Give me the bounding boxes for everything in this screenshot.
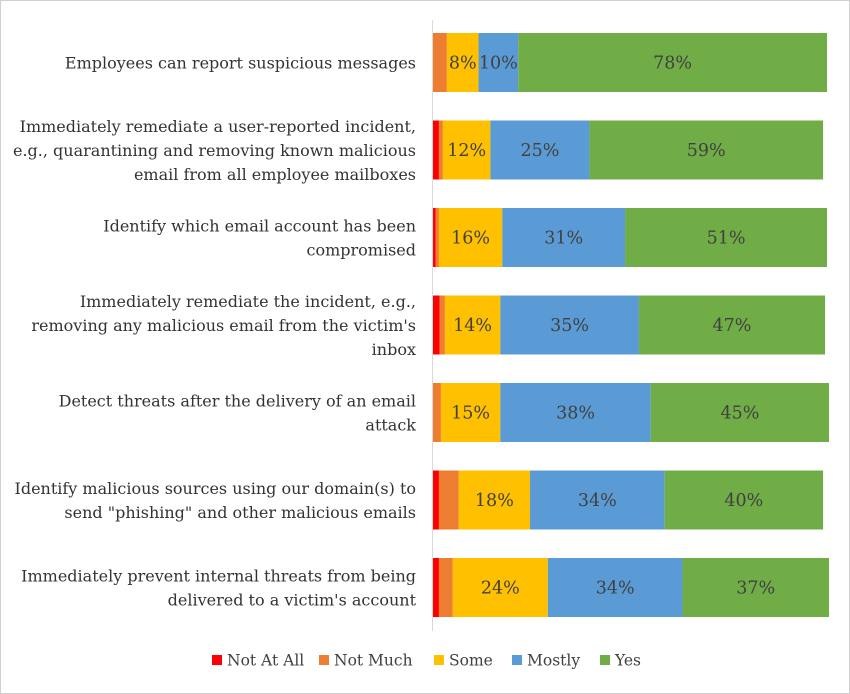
- data-label: 12%: [447, 141, 486, 161]
- bar-segment-not-much: [433, 33, 447, 92]
- bar-segment-yes: [625, 208, 828, 267]
- legend-label: Not Much: [334, 652, 413, 670]
- category-label: Employees can report suspicious messages: [65, 54, 416, 73]
- category-label-line: Identify which email account has been: [103, 217, 416, 236]
- data-label: 78%: [653, 54, 692, 74]
- legend-label: Mostly: [527, 652, 580, 670]
- bar-segment-yes: [518, 33, 828, 92]
- bar-segment-some: [458, 470, 531, 530]
- bar-segment-not-at-all: [433, 120, 439, 180]
- legend-label: Yes: [614, 652, 641, 670]
- legend-swatch: [212, 655, 222, 665]
- category-label-line: Employees can report suspicious messages: [65, 54, 416, 73]
- category-label-line: Immediately prevent internal threats fro…: [21, 567, 416, 586]
- data-label: 47%: [713, 316, 752, 336]
- bar-segment-yes: [638, 295, 826, 355]
- bar-segment-mostly: [502, 208, 626, 267]
- category-label: Detect threats after the delivery of an …: [59, 392, 417, 435]
- bar-segment-not-much: [435, 208, 439, 267]
- bar-segment-mostly: [478, 33, 519, 92]
- data-label: 25%: [520, 141, 559, 161]
- bar-segment-some: [444, 295, 501, 355]
- bar-segment-some: [440, 383, 501, 442]
- bar-segment-some: [438, 208, 503, 267]
- data-label: 38%: [556, 404, 595, 424]
- data-label: 8%: [449, 54, 477, 74]
- data-label: 24%: [481, 579, 520, 599]
- data-label: 51%: [707, 229, 746, 249]
- legend-swatch: [512, 655, 522, 665]
- category-label-line: removing any malicious email from the vi…: [31, 316, 416, 335]
- category-label: Immediately prevent internal threats fro…: [21, 567, 416, 610]
- bar-segment-not-much: [439, 295, 445, 355]
- bar-segment-mostly: [500, 383, 651, 442]
- bar-segment-mostly: [547, 558, 683, 617]
- category-label: Identify which email account has been com…: [103, 217, 416, 260]
- bar-segment-mostly: [500, 295, 639, 355]
- category-label-line: attack: [365, 416, 416, 435]
- bar-segment-not-much: [438, 470, 459, 530]
- bar-segment-yes: [589, 120, 824, 180]
- legend-label: Not At All: [227, 652, 304, 670]
- legend-swatch: [319, 655, 329, 665]
- bar-segment-not-much: [438, 120, 443, 180]
- category-label-line: Immediately remediate the incident, e.g.…: [80, 292, 416, 311]
- bar-segment-yes: [682, 558, 829, 617]
- data-label: 15%: [451, 404, 490, 424]
- data-label: 34%: [578, 491, 617, 511]
- data-label: 16%: [451, 229, 490, 249]
- category-label: Identify malicious sources using our dom…: [15, 479, 417, 522]
- bar-segment-some: [442, 120, 491, 180]
- category-label: Immediately remediate a user-reported in…: [13, 117, 416, 184]
- bar-segment-mostly: [490, 120, 590, 180]
- data-label: 45%: [720, 404, 759, 424]
- category-label-line: Identify malicious sources using our dom…: [15, 479, 417, 498]
- category-label-line: Detect threats after the delivery of an …: [59, 392, 416, 411]
- bar-segment-some: [446, 33, 479, 92]
- category-label-line: delivered to a victim's account: [168, 591, 417, 610]
- data-label: 37%: [736, 579, 775, 599]
- bar-segment-not-at-all: [433, 470, 439, 530]
- legend-swatch: [600, 655, 610, 665]
- bar-segment-not-much: [438, 558, 453, 617]
- legend-label: Some: [449, 652, 493, 670]
- legend-swatch: [434, 655, 444, 665]
- category-label-line: inbox: [372, 340, 416, 359]
- category-label: Immediately remediate the incident, e.g.…: [31, 292, 416, 359]
- data-label: 18%: [475, 491, 514, 511]
- category-label-line: email from all employee mailboxes: [134, 165, 416, 184]
- bar-segment-not-at-all: [433, 295, 440, 355]
- data-label: 14%: [453, 316, 492, 336]
- bar-segment-not-at-all: [433, 208, 436, 267]
- category-label-line: e.g., quarantining and removing known ma…: [13, 141, 416, 160]
- category-label-line: compromised: [307, 241, 417, 260]
- data-label: 35%: [550, 316, 589, 336]
- bar-segment-yes: [664, 470, 824, 530]
- data-label: 59%: [687, 141, 726, 161]
- bar-segment-not-at-all: [433, 558, 439, 617]
- data-label: 34%: [596, 579, 635, 599]
- category-label-line: Immediately remediate a user-reported in…: [20, 117, 416, 136]
- data-label: 40%: [724, 491, 763, 511]
- data-label: 10%: [479, 54, 518, 74]
- bar-segment-some: [452, 558, 548, 617]
- bar-segment-not-much: [433, 383, 441, 442]
- category-label-line: send "phishing" and other malicious emai…: [64, 503, 416, 522]
- bar-segment-yes: [650, 383, 829, 442]
- bar-segment-mostly: [530, 470, 665, 530]
- data-label: 31%: [544, 229, 583, 249]
